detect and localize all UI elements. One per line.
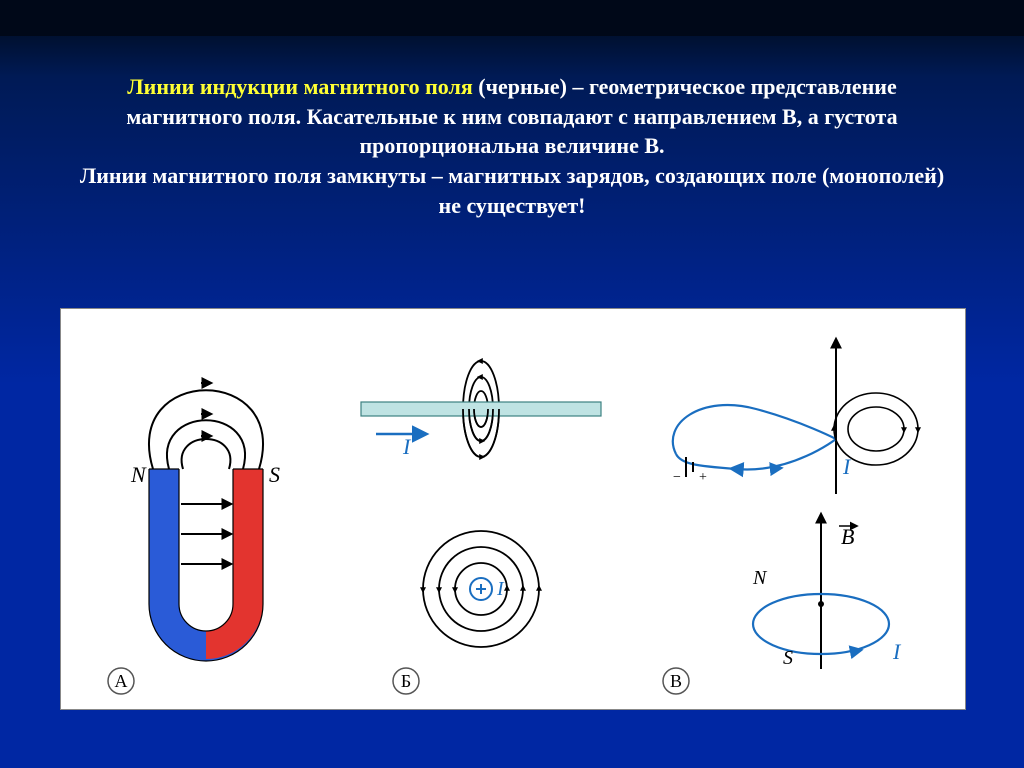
panel-a: N S А — [108, 383, 280, 694]
title-highlight: Линии индукции магнитного поля — [127, 74, 473, 99]
svg-text:+: + — [699, 470, 707, 485]
panel-v: − + I — [663, 339, 918, 694]
label-s2: S — [783, 647, 793, 669]
panel-label-a: А — [115, 671, 128, 691]
label-i-top: I — [402, 434, 412, 459]
panel-b: I I — [361, 361, 601, 694]
label-n2: N — [752, 567, 768, 589]
label-i-loop2: I — [892, 639, 902, 664]
svg-text:−: − — [673, 470, 681, 485]
line2: Линии магнитного поля замкнуты – магнитн… — [80, 163, 944, 218]
label-s: S — [269, 462, 280, 487]
label-i-cross: I — [496, 578, 505, 600]
label-n: N — [130, 462, 147, 487]
slide: Линии индукции магнитного поля (черные) … — [0, 0, 1024, 768]
figure-frame: N S А — [60, 308, 966, 710]
slide-text: Линии индукции магнитного поля (черные) … — [72, 72, 952, 220]
figure-svg: N S А — [61, 309, 965, 709]
slide-topbar — [0, 0, 1024, 36]
panel-label-v: В — [670, 671, 682, 691]
panel-label-b: Б — [401, 671, 411, 691]
label-bvec: B — [841, 524, 854, 549]
